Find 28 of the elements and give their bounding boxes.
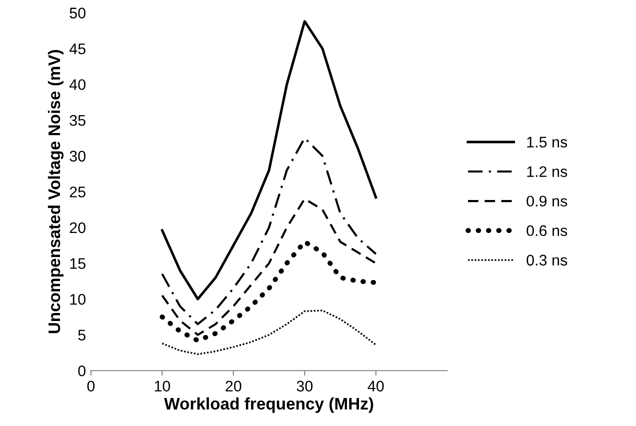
y-tick-label: 50 (70, 8, 86, 18)
legend-label: 0.9 ns (526, 196, 568, 207)
y-tick-label: 45 (69, 44, 86, 54)
line-series (161, 198, 377, 336)
x-tick-label: 10 (154, 380, 170, 392)
legend-label: 1.5 ns (527, 136, 568, 148)
x-tick-label: 20 (226, 380, 242, 392)
y-tick-label: 40 (69, 79, 86, 90)
line-series (160, 20, 378, 300)
y-tick-label: 5 (78, 330, 86, 341)
x-tick-label: 0 (87, 380, 95, 392)
y-tick-label: 35 (70, 115, 86, 126)
y-tick-label: 0 (78, 365, 86, 376)
line-series (160, 239, 378, 343)
x-tick-label: 30 (296, 380, 313, 392)
legend-label: 0.6 ns (526, 225, 568, 236)
legend-label: 0.3 ns (526, 254, 568, 266)
y-tick-label: 20 (70, 222, 86, 234)
y-tick-label: 10 (70, 294, 86, 305)
legend-label: 1.2 ns (527, 166, 568, 178)
line-series (161, 310, 377, 355)
y-axis-title: Uncompensated Voltage Noise (mV) (48, 50, 64, 334)
y-tick-label: 15 (70, 258, 86, 269)
y-tick-label: 25 (70, 186, 86, 198)
x-tick-label: 40 (368, 380, 384, 392)
line-series (161, 136, 377, 326)
x-axis-title: Workload frequency (MHz) (164, 397, 374, 413)
y-tick-label: 30 (70, 150, 86, 162)
